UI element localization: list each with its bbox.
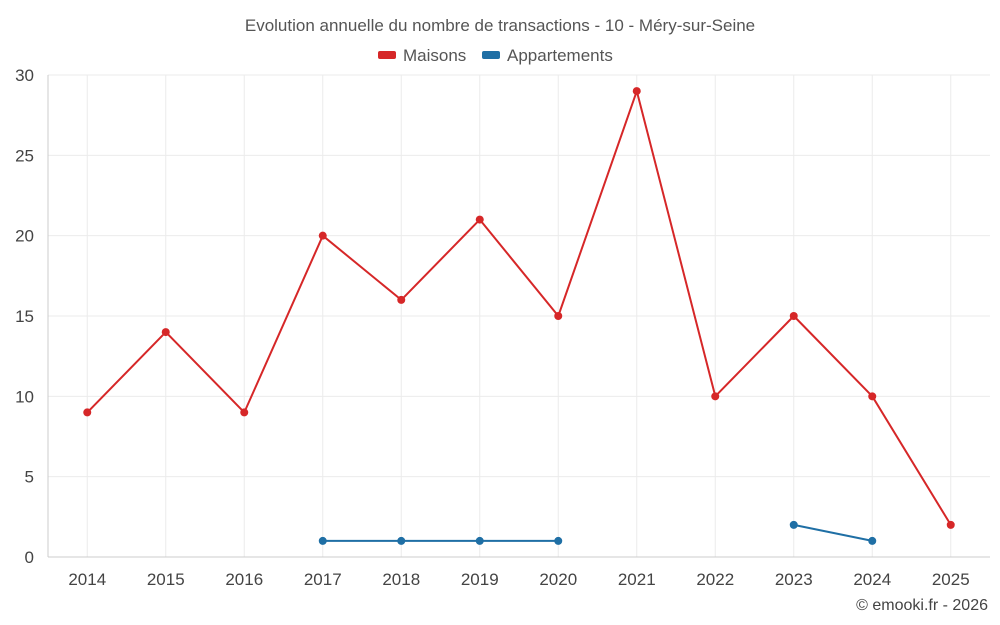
x-tick-label-2018: 2018 — [382, 570, 420, 589]
data-point-appartements-2019 — [475, 536, 484, 545]
data-point-maisons-2022 — [711, 392, 720, 401]
data-point-maisons-2017 — [318, 231, 327, 240]
y-tick-label-30: 30 — [15, 66, 34, 85]
legend-item-maisons[interactable]: Maisons — [378, 46, 466, 65]
data-point-maisons-2024 — [868, 392, 877, 401]
series-maisons — [83, 87, 955, 529]
x-tick-label-2022: 2022 — [696, 570, 734, 589]
data-point-appartements-2017 — [318, 536, 327, 545]
legend-swatch-appartements — [482, 51, 500, 59]
x-tick-label-2021: 2021 — [618, 570, 656, 589]
legend-swatch-maisons — [378, 51, 396, 59]
legend-label-maisons: Maisons — [403, 46, 466, 65]
data-point-appartements-2020 — [554, 536, 563, 545]
y-tick-label-5: 5 — [25, 468, 34, 487]
data-point-maisons-2014 — [83, 408, 92, 417]
y-tick-label-0: 0 — [25, 548, 34, 567]
gridlines — [48, 74, 990, 558]
series-layer — [83, 87, 955, 545]
data-point-appartements-2024 — [868, 536, 877, 545]
data-point-maisons-2023 — [789, 312, 798, 320]
data-point-appartements-2023 — [789, 520, 798, 529]
x-tick-label-2014: 2014 — [68, 570, 106, 589]
data-point-maisons-2025 — [946, 520, 955, 529]
x-tick-label-2020: 2020 — [539, 570, 577, 589]
y-tick-label-10: 10 — [15, 387, 34, 406]
legend-item-appartements[interactable]: Appartements — [482, 46, 613, 65]
legend: Maisons Appartements — [378, 46, 613, 65]
data-point-maisons-2016 — [240, 408, 249, 417]
series-line-maisons — [86, 90, 952, 526]
x-tick-label-2019: 2019 — [461, 570, 499, 589]
data-point-appartements-2018 — [397, 536, 406, 545]
data-point-maisons-2018 — [397, 295, 406, 304]
x-tick-label-2025: 2025 — [932, 570, 970, 589]
data-point-maisons-2020 — [554, 312, 563, 320]
x-tick-label-2024: 2024 — [853, 570, 891, 589]
x-tick-label-2023: 2023 — [775, 570, 813, 589]
series-line-appartements — [322, 523, 873, 542]
chart-title: Evolution annuelle du nombre de transact… — [245, 16, 755, 35]
y-tick-label-20: 20 — [15, 227, 34, 246]
y-axis: 0 5 10 15 20 25 30 — [15, 66, 49, 567]
y-tick-label-15: 15 — [15, 307, 34, 326]
legend-label-appartements: Appartements — [507, 46, 613, 65]
copyright-credit: © emooki.fr - 2026 — [856, 597, 988, 614]
data-point-maisons-2021 — [632, 87, 641, 96]
series-appartements — [318, 520, 877, 545]
x-tick-label-2017: 2017 — [304, 570, 342, 589]
x-tick-label-2016: 2016 — [225, 570, 263, 589]
x-axis: 2014 2015 2016 2017 2018 2019 2020 2021 2022 2023… — [48, 556, 990, 589]
x-tick-label-2015: 2015 — [147, 570, 185, 589]
y-tick-label-25: 25 — [15, 146, 34, 165]
data-point-maisons-2019 — [475, 215, 484, 224]
data-point-maisons-2015 — [161, 328, 170, 337]
